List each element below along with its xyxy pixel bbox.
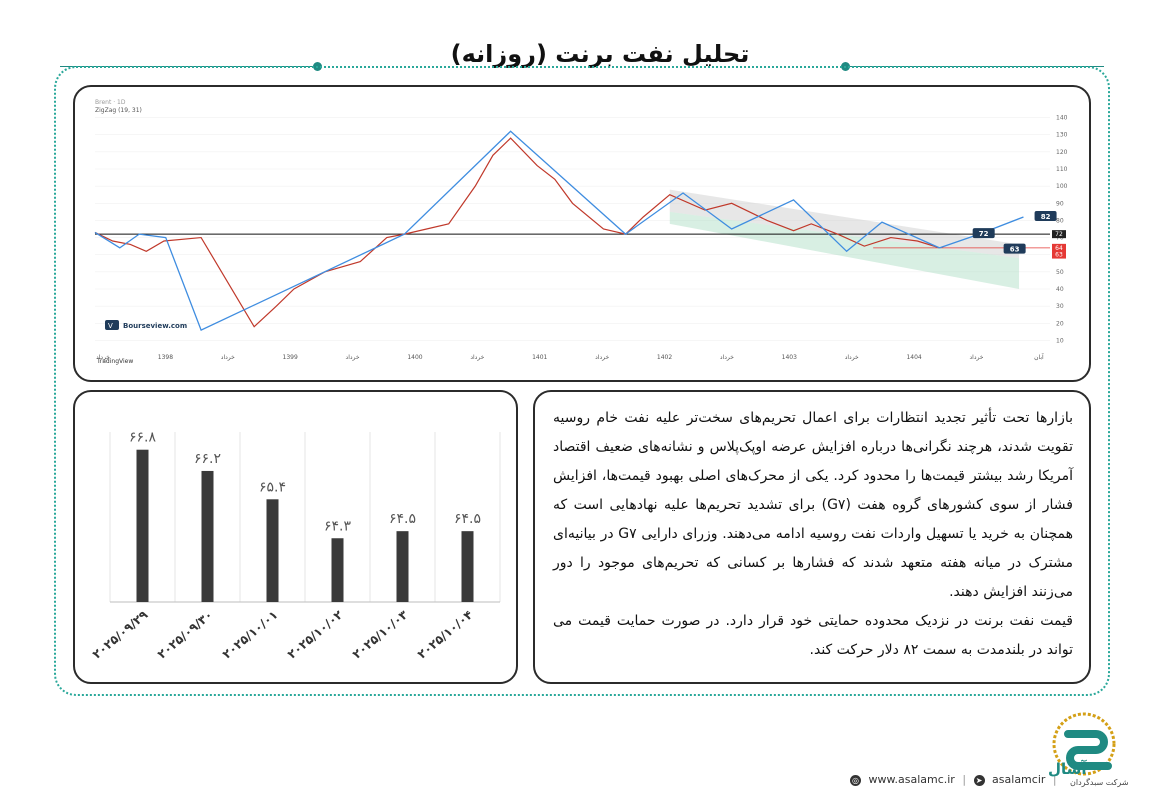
x-tick-label: 1399	[283, 354, 298, 361]
brand-name: آسال	[1048, 760, 1087, 778]
projection-label-box	[1003, 243, 1026, 254]
y-tick-label: 50	[1056, 269, 1064, 276]
x-tick-label: 1403	[782, 354, 797, 361]
bar-chart[interactable]: ۶۶.۸ ۲۰۲۵/۰۹/۲۹ ۶۶.۲ ۲۰۲۵/۰۹/۳۰ ۶۵.۴ ۲۰۲۵/۱۰/…	[75, 392, 516, 682]
footer-website[interactable]: www.asalamc.ir	[868, 773, 955, 786]
analysis-text: بازارها تحت تأثیر تجدید انتظارات برای اع…	[553, 404, 1073, 665]
tradingview-label: TradingView	[96, 358, 133, 365]
x-tick-label: 1404	[906, 354, 921, 361]
analysis-paragraph-1: بازارها تحت تأثیر تجدید انتظارات برای اع…	[553, 410, 1073, 600]
watermark-badge: V Bourseview.com	[105, 320, 187, 330]
watermark-text: Bourseview.com	[123, 322, 187, 330]
price-series-line	[94, 137, 940, 328]
bar	[461, 531, 474, 602]
footer-social[interactable]: asalamcir	[992, 773, 1046, 786]
bar-category-label: ۲۰۲۵/۱۰/۰۲	[285, 607, 346, 661]
y-tick-label: 40	[1056, 286, 1064, 293]
asal-logo-icon	[1052, 712, 1116, 776]
footer-links: ◎ www.asalamc.ir | ➤ asalamcir |	[850, 773, 1057, 786]
x-tick-label: خرداد	[346, 354, 360, 361]
x-tick-label: آبان	[1034, 352, 1044, 361]
bar-value-label: ۶۶.۸	[129, 430, 156, 446]
bar-category-label: ۲۰۲۵/۰۹/۳۰	[155, 608, 216, 662]
bar	[266, 499, 279, 602]
y-tick-label: 130	[1056, 132, 1068, 139]
y-tick-label: 140	[1056, 115, 1068, 122]
bar	[136, 449, 149, 602]
projection-label-text: 72	[979, 230, 989, 238]
lower-channel-band	[669, 211, 1020, 289]
bar-value-label: ۶۴.۵	[454, 511, 481, 527]
projection-label-text: 63	[1010, 246, 1020, 254]
x-tick-label: 1398	[158, 354, 173, 361]
y-tick-label: 10	[1056, 337, 1064, 344]
price-marker-text: 63	[1055, 252, 1063, 259]
x-tick-label: 1401	[532, 354, 547, 361]
brand-subtitle: شرکت سبدگردان	[1070, 778, 1129, 787]
projection-label: 63	[1003, 243, 1026, 254]
bar-value-label: ۶۴.۵	[389, 511, 416, 527]
y-tick-label: 20	[1056, 320, 1064, 327]
upper-channel-band	[669, 189, 1020, 259]
x-tick-label: خرداد	[221, 354, 235, 361]
x-tick-label: خرداد	[969, 354, 983, 361]
content-frame	[54, 66, 1110, 696]
bar-value-label: ۶۵.۴	[259, 479, 286, 495]
bar-category-label: ۲۰۲۵/۱۰/۰۴	[415, 608, 476, 662]
bar	[201, 470, 214, 602]
y-tick-label: 30	[1056, 303, 1064, 310]
analysis-text-panel: بازارها تحت تأثیر تجدید انتظارات برای اع…	[533, 390, 1091, 684]
price-x-axis: خرداد 1398 خرداد 1399 خرداد 1400 خرداد 1401 خردا…	[96, 352, 1044, 361]
x-tick-label: 1402	[657, 354, 672, 361]
x-tick-label: خرداد	[720, 354, 734, 361]
bar-chart-panel: ۶۶.۸ ۲۰۲۵/۰۹/۲۹ ۶۶.۲ ۲۰۲۵/۰۹/۳۰ ۶۵.۴ ۲۰۲۵/۱۰/…	[73, 390, 518, 684]
x-tick-label: خرداد	[595, 354, 609, 361]
projection-label: 72	[972, 228, 995, 239]
page-title: تحلیل نفت برنت (روزانه)	[450, 40, 750, 68]
chart-legend-line: Brent · 1D	[95, 99, 126, 106]
bar-category-label: ۲۰۲۵/۱۰/۰۱	[220, 608, 281, 662]
x-tick-label: خرداد	[470, 354, 484, 361]
price-marker-box	[1052, 230, 1066, 239]
price-chart-panel: Brent · 1D ZigZag (19, 31) 72 63 82 10 20 30…	[73, 85, 1091, 382]
x-tick-label: 1400	[407, 354, 422, 361]
globe-icon: ◎	[850, 774, 861, 786]
x-tick-label: خرداد	[96, 354, 110, 361]
y-tick-label: 100	[1056, 183, 1068, 190]
y-tick-label: 90	[1056, 200, 1064, 207]
bar	[331, 538, 344, 602]
price-chart[interactable]: Brent · 1D ZigZag (19, 31) 72 63 82 10 20 30…	[75, 87, 1089, 380]
y-tick-label: 120	[1056, 149, 1068, 156]
y-tick-label: 110	[1056, 166, 1068, 173]
price-y-axis: 102030405060708090100110120130140726463	[1052, 115, 1068, 344]
projection-label-box	[1034, 211, 1057, 221]
projection-label-text: 82	[1041, 213, 1051, 221]
telegram-icon: ➤	[973, 774, 985, 786]
price-channel	[669, 189, 1020, 289]
price-marker-box	[1052, 243, 1066, 252]
price-marker-text: 64	[1055, 245, 1063, 252]
projection-label: 82	[1034, 211, 1057, 221]
bar-category-label: ۲۰۲۵/۱۰/۰۳	[350, 607, 411, 661]
svg-text:V: V	[108, 322, 113, 330]
zigzag-legend: ZigZag (19, 31)	[95, 107, 142, 114]
projection-label-box	[972, 228, 995, 239]
bar-value-label: ۶۶.۲	[194, 451, 221, 467]
zigzag-series-line	[94, 130, 940, 332]
analysis-paragraph-2: قیمت نفت برنت در نزدیک محدوده حمایتی خود…	[553, 613, 1073, 658]
y-tick-label: 80	[1056, 217, 1064, 224]
bar	[396, 531, 409, 602]
price-marker-box	[1052, 250, 1066, 259]
projection-annotations: 72 63 82	[972, 211, 1057, 254]
bar-category-label: ۲۰۲۵/۰۹/۲۹	[90, 607, 151, 661]
x-tick-label: خرداد	[845, 354, 859, 361]
price-marker-text: 72	[1055, 231, 1063, 238]
bar-value-label: ۶۴.۳	[324, 518, 351, 534]
